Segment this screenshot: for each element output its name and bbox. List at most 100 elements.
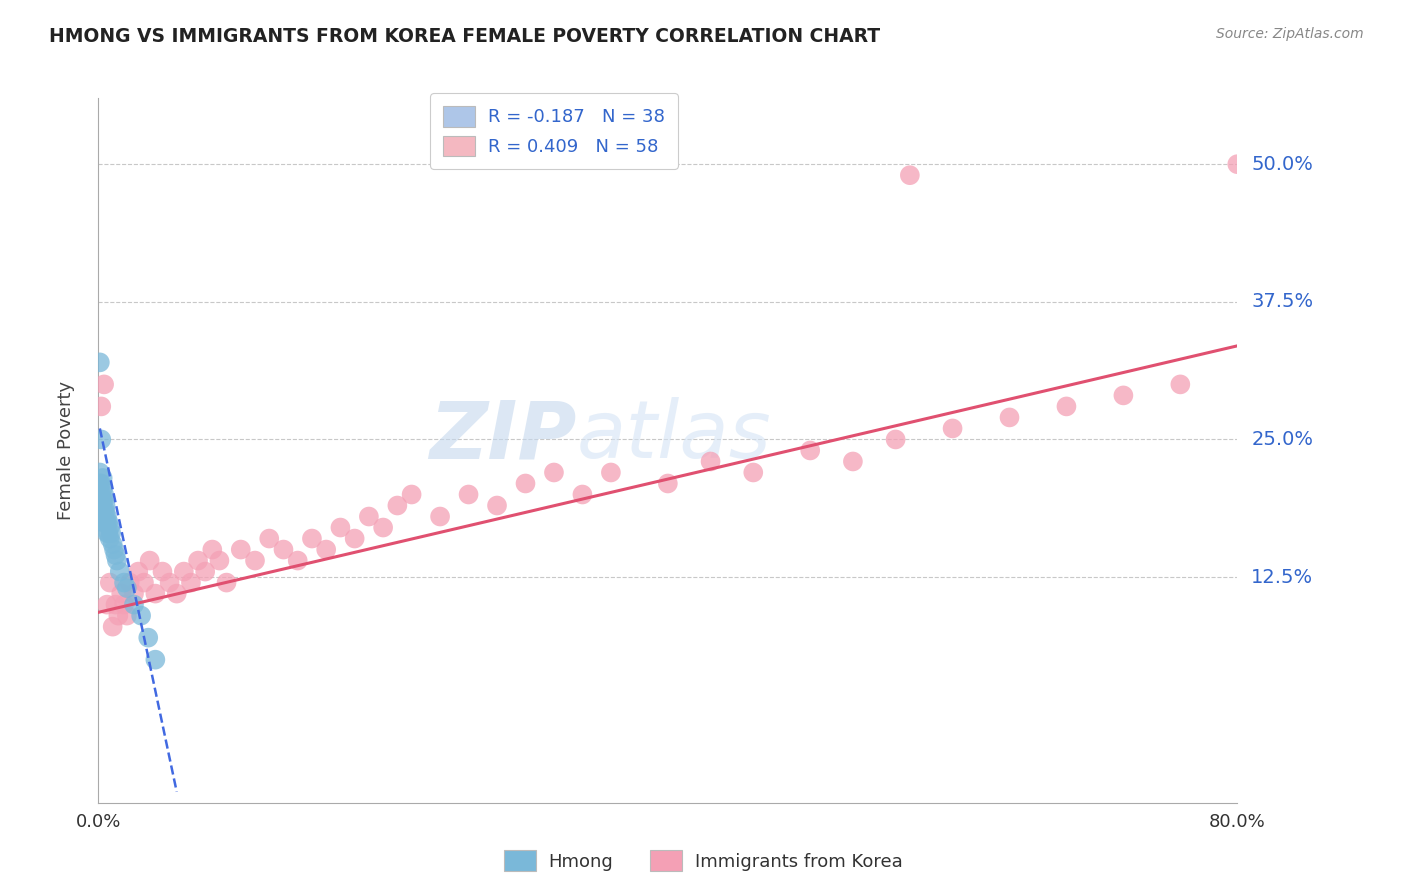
Point xyxy=(89,476,111,491)
Text: atlas: atlas xyxy=(576,397,772,475)
Point xyxy=(89,355,111,369)
Point xyxy=(166,586,188,600)
Point xyxy=(90,499,112,513)
Point xyxy=(842,454,865,468)
Point xyxy=(91,482,114,496)
Point xyxy=(898,168,921,182)
Point xyxy=(229,542,252,557)
Point xyxy=(91,493,114,508)
Point xyxy=(343,532,366,546)
Point xyxy=(90,433,112,447)
Point xyxy=(122,586,145,600)
Point xyxy=(91,471,114,485)
Point xyxy=(115,608,138,623)
Text: Source: ZipAtlas.com: Source: ZipAtlas.com xyxy=(1216,27,1364,41)
Y-axis label: Female Poverty: Female Poverty xyxy=(56,381,75,520)
Point xyxy=(103,542,125,557)
Point xyxy=(93,504,115,518)
Text: ZIP: ZIP xyxy=(429,397,576,475)
Point xyxy=(97,526,120,541)
Point xyxy=(329,520,352,534)
Point xyxy=(201,542,224,557)
Point xyxy=(1112,388,1135,402)
Point xyxy=(91,515,114,529)
Point xyxy=(1226,157,1249,171)
Point xyxy=(699,454,721,468)
Point xyxy=(180,575,202,590)
Point xyxy=(273,542,295,557)
Point xyxy=(742,466,765,480)
Point xyxy=(515,476,537,491)
Point xyxy=(152,565,174,579)
Point xyxy=(96,515,118,529)
Point xyxy=(90,487,112,501)
Point xyxy=(98,575,121,590)
Point xyxy=(486,499,509,513)
Point xyxy=(122,598,145,612)
Point xyxy=(93,377,115,392)
Point xyxy=(373,520,395,534)
Point xyxy=(138,553,160,567)
Point xyxy=(115,581,138,595)
Point xyxy=(93,493,115,508)
Point xyxy=(90,476,112,491)
Point xyxy=(107,608,129,623)
Point xyxy=(243,553,266,567)
Point xyxy=(194,565,217,579)
Point xyxy=(96,598,118,612)
Point xyxy=(97,515,120,529)
Point xyxy=(132,575,155,590)
Point xyxy=(112,598,135,612)
Point xyxy=(942,421,965,435)
Point xyxy=(91,504,114,518)
Point xyxy=(94,504,117,518)
Text: 12.5%: 12.5% xyxy=(1251,567,1313,587)
Point xyxy=(127,565,149,579)
Point xyxy=(215,575,238,590)
Point xyxy=(108,565,131,579)
Point xyxy=(799,443,821,458)
Point xyxy=(98,520,121,534)
Point xyxy=(101,537,124,551)
Point xyxy=(301,532,323,546)
Legend: Hmong, Immigrants from Korea: Hmong, Immigrants from Korea xyxy=(496,843,910,879)
Point xyxy=(93,515,115,529)
Point xyxy=(657,476,679,491)
Point xyxy=(429,509,451,524)
Point xyxy=(94,515,117,529)
Point xyxy=(884,433,907,447)
Text: 25.0%: 25.0% xyxy=(1251,430,1313,449)
Point xyxy=(315,542,337,557)
Point xyxy=(110,586,132,600)
Point xyxy=(387,499,409,513)
Point xyxy=(89,466,111,480)
Point xyxy=(90,400,112,414)
Point xyxy=(118,575,141,590)
Text: HMONG VS IMMIGRANTS FROM KOREA FEMALE POVERTY CORRELATION CHART: HMONG VS IMMIGRANTS FROM KOREA FEMALE PO… xyxy=(49,27,880,45)
Point xyxy=(173,565,195,579)
Point xyxy=(96,509,118,524)
Point xyxy=(543,466,565,480)
Point xyxy=(401,487,423,501)
Point xyxy=(136,631,159,645)
Text: 37.5%: 37.5% xyxy=(1251,293,1313,311)
Point xyxy=(104,548,127,562)
Point xyxy=(105,553,128,567)
Legend: R = -0.187   N = 38, R = 0.409   N = 58: R = -0.187 N = 38, R = 0.409 N = 58 xyxy=(430,93,678,169)
Point xyxy=(208,553,231,567)
Point xyxy=(104,598,127,612)
Point xyxy=(98,532,121,546)
Point xyxy=(112,575,135,590)
Point xyxy=(600,466,623,480)
Point xyxy=(159,575,181,590)
Point xyxy=(571,487,593,501)
Point xyxy=(357,509,380,524)
Point xyxy=(145,653,167,667)
Point xyxy=(100,526,122,541)
Text: 50.0%: 50.0% xyxy=(1251,154,1313,174)
Point xyxy=(129,608,152,623)
Point xyxy=(457,487,479,501)
Point xyxy=(96,526,118,541)
Point xyxy=(287,553,309,567)
Point xyxy=(145,586,167,600)
